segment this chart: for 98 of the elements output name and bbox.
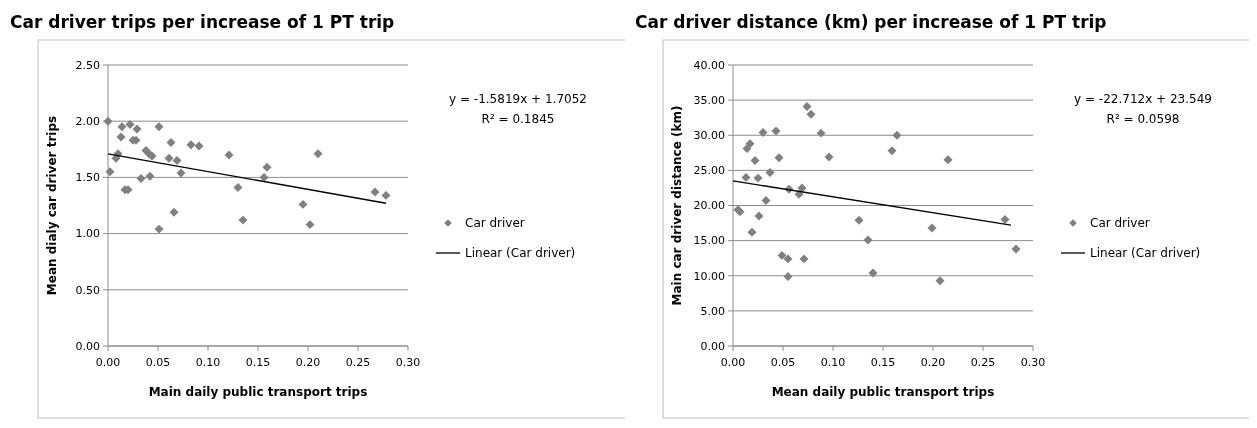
x-tick-label: 0.10 [820,356,845,369]
point [305,220,315,230]
point [887,146,896,156]
x-tick-label: 0.20 [920,356,945,369]
y-axis-title: Mean dialy car driver trips [45,115,59,296]
point [164,153,174,163]
point [132,124,142,134]
point [1011,244,1020,254]
point [943,155,952,165]
y-axis-title: Main car driver distance (km) [669,105,684,306]
y-tick-label: 1.00 [75,227,100,241]
y-tick-label: 10.00 [693,269,725,283]
legend-label: Car driver [465,216,525,231]
chart-title: Car driver distance (km) per increase of 1 PT trip [634,12,1107,32]
point [116,132,126,142]
point [298,199,308,209]
point [750,156,759,166]
y-tick-label: 20.00 [693,199,725,213]
text: y = -1.5819x + 1.7052 [449,92,587,106]
point [154,224,164,234]
x-tick-label: 0.30 [395,356,421,369]
point [758,127,767,137]
x-tick-label: 0.05 [770,356,795,369]
point [742,144,751,154]
x-tick-label: 0.25 [345,356,371,369]
y-tick-label: 30.00 [693,129,725,143]
y-tick-label: 0.00 [700,339,725,353]
point [370,187,380,197]
y-tick-label: 15.00 [693,234,725,248]
legend-label: Linear (Car driver) [465,246,576,261]
point [824,152,833,162]
point [747,227,756,237]
point [892,130,901,140]
x-tick-label: 0.15 [245,356,271,369]
x-tick-label: 0.00 [720,356,745,369]
point [125,120,135,130]
point [771,126,780,136]
x-axis-title: Main daily public transport trips [148,385,368,399]
chart-title: Car driver trips per increase of 1 PT trip [10,12,395,32]
x-tick-label: 0.20 [295,356,321,369]
x-tick-label: 0.25 [970,356,995,369]
point [868,268,877,278]
x-tick-label: 0.15 [870,356,895,369]
point [927,223,936,233]
point [816,128,825,138]
point [783,271,792,281]
point [754,211,763,221]
point [863,235,872,245]
point [794,189,803,199]
point [1000,215,1009,225]
legend-label: Car driver [1089,216,1150,231]
point [774,153,783,163]
y-tick-label: 40.00 [693,58,725,72]
point [172,156,182,166]
point [186,140,196,150]
text: R² = 0.1845 [481,112,555,126]
y-tick-label: 2.00 [75,115,100,129]
point [777,250,786,260]
point [783,254,792,264]
point [238,215,248,225]
x-axis-title: Mean daily public transport trips [771,385,994,399]
x-tick-label: 0.05 [145,356,171,369]
legend-label: Linear (Car driver) [1089,246,1200,261]
point [194,141,204,151]
point [935,276,944,286]
point [745,139,754,149]
y-tick-label: 25.00 [693,164,725,178]
point [176,168,186,178]
text: R² = 0.0598 [1106,112,1179,126]
y-tick-label: 5.00 [700,304,725,318]
point [761,196,770,206]
point [224,150,234,160]
point [169,207,179,217]
point [797,183,806,193]
y-tick-label: 1.50 [75,171,100,185]
y-tick-label: 0.50 [75,283,100,297]
text: y = -22.712x + 23.549 [1073,92,1212,106]
point [765,168,774,177]
point [154,122,164,132]
point [117,122,127,132]
y-tick-label: 0.00 [75,339,100,353]
y-tick-label: 35.00 [693,93,725,107]
point [753,173,762,183]
x-tick-label: 0.10 [195,356,221,369]
point [799,254,808,264]
point [259,172,269,182]
point [854,215,863,225]
point [802,101,811,111]
point [313,149,323,159]
point [166,138,176,148]
point [262,162,272,172]
point [381,190,391,200]
point [806,109,815,119]
y-tick-label: 2.50 [75,58,100,72]
x-tick-label: 0.00 [95,356,121,369]
point [145,171,155,181]
x-tick-label: 0.30 [1020,356,1045,369]
point [741,172,750,182]
